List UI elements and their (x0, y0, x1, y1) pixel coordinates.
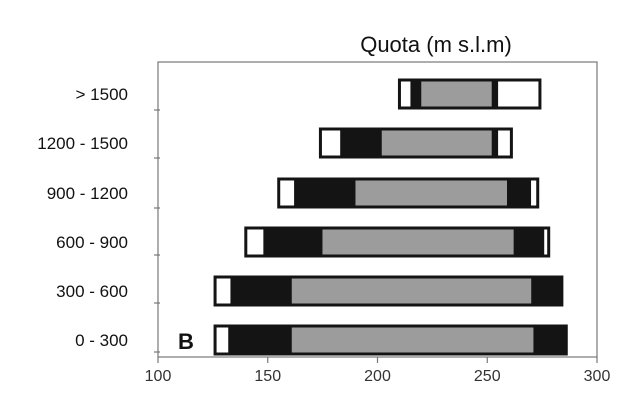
bar-5-black-left (228, 326, 292, 354)
bar-3-black-left (263, 228, 323, 256)
bar-1-grey-mid (381, 129, 492, 157)
bar-4-outline (213, 275, 564, 307)
category-label-3: 600 - 900 (56, 233, 128, 252)
bar-1-outline (318, 127, 513, 159)
bar-2-grey-mid (355, 179, 508, 207)
x-tick-label-3: 250 (474, 368, 501, 385)
bar-4-black-right (531, 277, 562, 305)
bar-0-grey-mid (421, 80, 492, 108)
category-label-5: 0 - 300 (75, 331, 128, 350)
bar-3-grey-mid (322, 228, 514, 256)
bar-3-outline (244, 226, 551, 258)
chart-title: Quota (m s.l.m) (360, 32, 512, 57)
bar-2-outline (277, 177, 540, 209)
bar-5-black-right (533, 326, 567, 354)
bar-5-grey-mid (291, 326, 534, 354)
category-label-0: > 1500 (76, 85, 128, 104)
bar-3-white-left (245, 228, 264, 256)
bar-2-black-right (507, 179, 532, 207)
category-label-4: 300 - 600 (56, 282, 128, 301)
bar-2-black-left (294, 179, 356, 207)
bar-2-white-left (278, 179, 295, 207)
bar-2-white-right (531, 179, 538, 207)
bar-4-white-left (215, 277, 231, 305)
panel-label: B (178, 329, 194, 354)
bar-0-white-left (399, 80, 411, 108)
bar-1-black-left (340, 129, 382, 157)
x-tick-label-1: 150 (254, 368, 281, 385)
x-tick-label-0: 100 (145, 368, 172, 385)
bar-4-grey-mid (291, 277, 532, 305)
bar-5-white-left (215, 326, 229, 354)
bar-3-black-right (513, 228, 545, 256)
bar-0-black-left (410, 80, 422, 108)
bar-0-black-right (491, 80, 499, 108)
category-label-1: 1200 - 1500 (37, 134, 128, 153)
x-tick-label-4: 300 (584, 368, 611, 385)
x-tick-label-2: 200 (364, 368, 391, 385)
bar-1-black-right (491, 129, 499, 157)
bar-1-white-left (320, 129, 341, 157)
bar-3-white-right (544, 228, 549, 256)
bar-4-black-left (230, 277, 292, 305)
plot-area: > 1500 1200 - 1500 900 - 1200 600 - 900 300 … (37, 61, 611, 385)
category-label-2: 900 - 1200 (47, 184, 128, 203)
bar-0-white-right (498, 80, 540, 108)
bar-1-white-right (498, 129, 512, 157)
bar-5-outline (213, 324, 568, 356)
bar-0-outline (397, 78, 542, 110)
